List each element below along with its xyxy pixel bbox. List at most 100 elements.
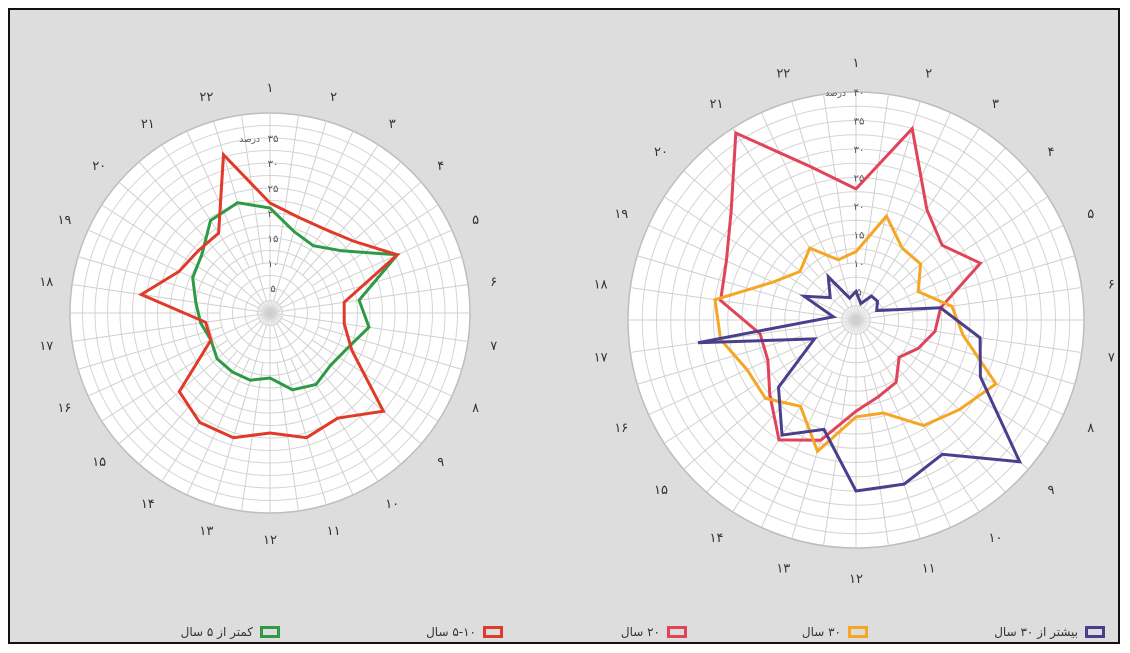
chart1-spoke: [663, 196, 809, 290]
chart1-spoke: [870, 321, 1082, 353]
chart0-direction-label: ۱: [267, 81, 274, 96]
chart0-spoke: [282, 314, 469, 342]
legend-item-20: ۲۰ سال: [621, 622, 687, 642]
chart0-radial-tick: ۳۰: [268, 159, 279, 170]
chart0-spoke: [161, 323, 264, 482]
legend-label-20: ۲۰ سال: [620, 625, 660, 639]
chart1-spoke: [866, 328, 1029, 470]
chart0-spoke: [186, 130, 250, 268]
chart1-radial-tick: ۱۵: [854, 231, 865, 242]
chart1-direction-label: ۹: [1047, 483, 1054, 498]
chart1-spoke: [791, 101, 853, 307]
chart0-center-spoke: [267, 300, 271, 314]
chart1-spoke: [866, 170, 1029, 312]
legend-label-30: ۳۰ سال: [801, 625, 841, 639]
chart1-radial-tick: ۳۰: [854, 145, 865, 156]
chart0-direction-label: ۱۴: [141, 497, 155, 512]
chart1-direction-label: ۱۹: [614, 207, 628, 222]
chart0-direction-label: ۱۲: [263, 533, 277, 548]
chart0-direction-label: ۲۱: [141, 117, 155, 132]
chart0-spoke: [87, 317, 259, 397]
chart1-direction-label: ۱۰: [989, 531, 1003, 546]
chart1-spoke: [863, 127, 980, 309]
chart1-spoke: [637, 255, 802, 305]
chart1-spoke: [706, 147, 820, 278]
chart0-spoke: [302, 350, 402, 465]
chart1-direction-label: ۶: [1108, 277, 1115, 292]
chart0-spoke: [273, 120, 327, 302]
legend-item-over30: بیشتر از ۳۰ سال: [994, 622, 1105, 642]
chart1-spoke: [706, 362, 820, 493]
chart0-spoke: [282, 284, 469, 312]
chart0-radial-tick: ۱۰: [268, 259, 279, 270]
chart0-spoke: [77, 326, 223, 370]
chart0-spoke: [281, 229, 453, 309]
chart0-spoke: [213, 324, 267, 506]
chart0-direction-label: ۲۲: [199, 90, 213, 105]
legend-swatch-under5: [260, 626, 280, 638]
chart0-direction-label: ۲: [330, 90, 337, 105]
chart0-spoke: [302, 161, 402, 276]
chart0-spoke: [101, 339, 229, 422]
chart0-radial-tick: ۲۵: [268, 184, 279, 195]
chart0-radial-tick: ۳۵: [268, 134, 279, 145]
legend-item-30: ۳۰ سال: [802, 622, 868, 642]
chart0-spoke: [161, 144, 264, 303]
chart1-radial-tick: ۱۰: [854, 259, 865, 270]
chart1-spoke: [910, 255, 1075, 305]
chart1-spoke: [903, 196, 1049, 290]
chart0-direction-label: ۱۰: [385, 497, 399, 512]
chart0-spoke: [281, 317, 453, 397]
chart1-spoke: [630, 321, 842, 353]
legend-swatch-30: [848, 626, 868, 638]
chart0-direction-label: ۱۵: [92, 455, 106, 470]
chart1-spoke: [879, 371, 952, 528]
chart0-radial-tick: ۲۰: [268, 209, 279, 220]
chart1-spoke: [859, 333, 921, 539]
chart0-spoke: [87, 229, 259, 309]
chart0-direction-label: ۱۸: [39, 275, 53, 290]
chart1-direction-label: ۱۳: [776, 562, 790, 577]
chart1-direction-label: ۳: [992, 97, 999, 112]
chart0-spoke: [276, 144, 379, 303]
chart1-spoke: [637, 335, 802, 385]
chart0-spoke: [118, 320, 261, 445]
chart0-spoke: [276, 323, 379, 482]
chart1-series-1-line: [713, 213, 999, 454]
chart1-direction-label: ۵: [1087, 207, 1094, 222]
chart0-direction-label: ۴: [437, 159, 444, 174]
chart1-radial-unit: درصد: [825, 89, 846, 99]
chart0-spoke: [290, 130, 354, 268]
chart1-direction-label: ۴: [1047, 145, 1054, 160]
chart0-spoke: [311, 339, 439, 422]
chart1-radial-tick: ۵: [856, 288, 861, 299]
chart1-direction-label: ۱۵: [654, 483, 668, 498]
chart1-direction-label: ۱: [853, 56, 860, 71]
chart0-spoke: [317, 326, 463, 370]
chart0-spoke: [101, 204, 229, 287]
chart0-direction-label: ۲۰: [92, 159, 106, 174]
chart1-direction-label: ۸: [1087, 421, 1094, 436]
chart1-spoke: [892, 362, 1006, 493]
chart1-direction-label: ۲۱: [710, 97, 724, 112]
chart1-direction-label: ۱۴: [710, 531, 724, 546]
chart1-direction-label: ۱۶: [614, 421, 628, 436]
legend-item-5-10: ۵-۱۰ سال: [426, 622, 503, 642]
chart1-direction-label: ۱۷: [594, 351, 608, 366]
chart1-radial-tick: ۴۰: [854, 88, 865, 99]
legend-swatch-20: [667, 626, 687, 638]
chart0-direction-label: ۷: [490, 339, 497, 354]
chart0-spoke: [77, 256, 223, 300]
chart0-spoke: [276, 114, 299, 264]
chart0-spoke: [71, 314, 258, 342]
chart1-spoke: [870, 287, 1082, 319]
chart0-direction-label: ۱۷: [39, 339, 53, 354]
chart0-spoke: [279, 181, 422, 306]
chart1-spoke: [760, 371, 833, 528]
chart0-direction-label: ۱۶: [57, 401, 71, 416]
chart1-spoke: [630, 287, 842, 319]
chart1-spoke: [910, 335, 1075, 385]
chart0-spoke: [273, 324, 327, 506]
chart1-spoke: [823, 376, 849, 546]
